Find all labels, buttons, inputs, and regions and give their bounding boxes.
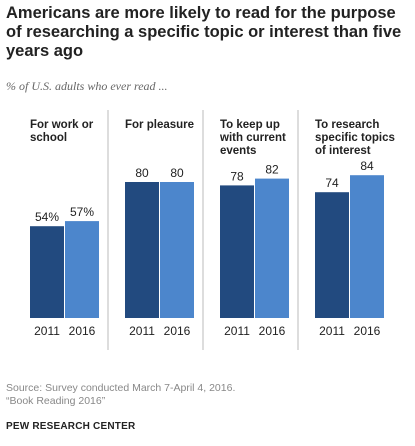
bar-2011 <box>220 185 254 318</box>
bar-2016 <box>350 175 384 318</box>
category-label-line: specific topics <box>315 132 395 144</box>
category-label-line: events <box>220 145 256 157</box>
chart-subtitle: % of U.S. adults who ever read ... <box>6 79 168 93</box>
x-tick-label: 2016 <box>164 324 191 338</box>
data-label: 80 <box>170 166 184 180</box>
x-tick-label: 2016 <box>259 324 286 338</box>
x-tick-label: 2011 <box>34 324 60 338</box>
data-label: 74 <box>325 176 339 190</box>
x-tick-label: 2016 <box>354 324 381 338</box>
category-label: For work or school <box>30 119 94 144</box>
bar-2011 <box>315 192 349 318</box>
data-label: 57% <box>70 205 94 219</box>
category-label-line: To research <box>315 119 379 131</box>
category-label-line: of interest <box>315 145 371 157</box>
category-label: For pleasure <box>125 119 194 131</box>
category-label-line: school <box>30 132 67 144</box>
category-label: To research specific topics of interest <box>315 119 395 157</box>
source-line-1: Source: Survey conducted March 7-April 4… <box>6 382 236 394</box>
bar-2016 <box>160 182 194 318</box>
data-label: 78 <box>230 169 244 183</box>
category-label-line: with current <box>219 132 286 144</box>
x-tick-label: 2016 <box>69 324 96 338</box>
bar-chart: For work or school 54% 2011 57% 2016 For pleas… <box>30 110 395 350</box>
data-label: 80 <box>135 166 149 180</box>
bar-2016 <box>65 221 99 318</box>
source-line-2: “Book Reading 2016” <box>6 394 106 407</box>
x-tick-label: 2011 <box>224 324 250 338</box>
chart-title: Americans are more likely to read for th… <box>6 4 402 60</box>
organization-name: PEW RESEARCH CENTER <box>6 421 136 432</box>
category-label-line: For work or <box>30 119 94 131</box>
data-label: 84 <box>360 159 374 173</box>
category-label-line: For pleasure <box>125 119 194 131</box>
source-note: Source: Survey conducted March 7-April 4… <box>6 382 406 407</box>
bar-2011 <box>125 182 159 318</box>
data-label: 54% <box>35 210 59 224</box>
bar-2016 <box>255 178 289 318</box>
x-tick-label: 2011 <box>319 324 345 338</box>
bar-2011 <box>30 226 64 318</box>
x-tick-label: 2011 <box>129 324 155 338</box>
data-label: 82 <box>265 163 279 177</box>
category-label: To keep up with current events <box>219 119 286 157</box>
category-label-line: To keep up <box>220 119 280 131</box>
